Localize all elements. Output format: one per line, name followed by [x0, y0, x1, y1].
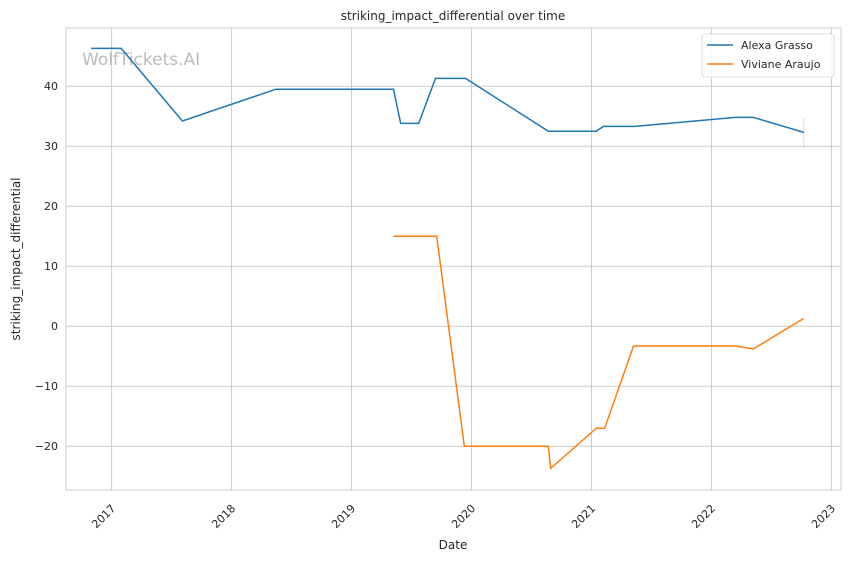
x-tick-label: 2022 [689, 502, 718, 531]
x-ticks: 2017 2018 2019 2020 2021 2022 2023 [89, 502, 838, 531]
plot-frame [65, 27, 842, 491]
x-tick-label: 2023 [809, 502, 838, 531]
watermark: WolfTickets.AI [82, 50, 200, 70]
series-line-viviane-araujo [393, 235, 805, 470]
x-tick-label: 2017 [89, 502, 118, 531]
y-tick-label: −10 [35, 380, 58, 393]
x-tick-label: 2019 [329, 502, 358, 531]
legend: Alexa Grasso Viviane Araujo [701, 33, 835, 78]
x-tick-label: 2021 [569, 502, 598, 531]
legend-box [701, 33, 835, 78]
y-tick-label: 20 [44, 200, 58, 213]
grid [66, 28, 841, 490]
legend-label-viviane: Viviane Araujo [741, 58, 821, 71]
x-tick-label: 2018 [209, 502, 238, 531]
legend-label-alexa: Alexa Grasso [741, 39, 813, 52]
y-tick-label: −20 [35, 440, 58, 453]
y-tick-label: 40 [44, 80, 58, 93]
series-line-alexa-grasso [91, 47, 805, 134]
x-tick-label: 2020 [449, 502, 478, 531]
y-ticks: −20 −10 0 10 20 30 40 [35, 80, 58, 453]
y-tick-label: 10 [44, 260, 58, 273]
x-axis-label: Date [439, 538, 468, 552]
chart-title: striking_impact_differential over time [341, 9, 566, 23]
series-layer [91, 47, 805, 470]
y-tick-label: 0 [51, 320, 58, 333]
y-axis-label: striking_impact_differential [9, 177, 23, 340]
y-tick-label: 30 [44, 140, 58, 153]
